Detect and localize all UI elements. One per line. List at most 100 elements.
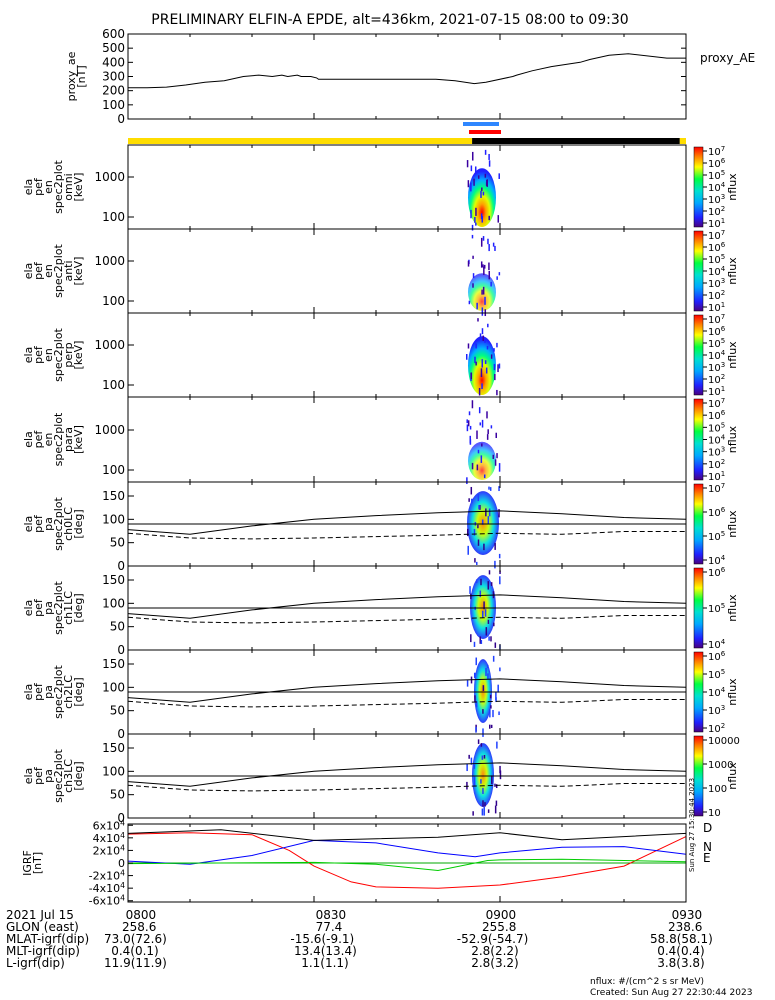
colorbar-tick-label: 107 xyxy=(708,145,725,158)
spectrogram-pixel xyxy=(482,286,485,295)
spectrogram-colorbar xyxy=(693,398,704,481)
spectrogram-y-label-line: en xyxy=(42,348,55,362)
spectrogram-y-label-line: spec2plot xyxy=(52,328,65,382)
spectrogram-pixel xyxy=(490,354,493,359)
footer-value: 58.8(58.1) xyxy=(650,932,713,946)
pitch-pixel xyxy=(494,805,497,814)
colorbar-tick-label: 107 xyxy=(708,229,725,242)
spectrogram-pixel xyxy=(497,364,499,373)
colorbar-label: nflux xyxy=(726,257,739,285)
igrf-y-tick-label: -6x104 xyxy=(89,894,125,908)
spectrogram-y-label-line: [keV] xyxy=(72,173,85,202)
spectrogram-pixel xyxy=(483,474,486,479)
spectrogram-pixel xyxy=(496,453,498,459)
spectrogram-y-tick-label: 100 xyxy=(102,378,125,392)
footer-row-label: 2021 Jul 15 xyxy=(6,908,74,922)
pitch-pixel xyxy=(489,724,491,729)
spectrogram-pixel xyxy=(471,151,474,161)
colorbar-tick-label: 107 xyxy=(708,397,725,410)
pitch-pixel xyxy=(480,578,482,586)
day-bar xyxy=(679,138,686,144)
spectrogram-colorbar xyxy=(693,230,704,312)
spectrogram-y-tick-label: 1000 xyxy=(94,254,125,268)
pitch-pixel xyxy=(482,685,485,691)
spectrogram-pixel xyxy=(477,318,479,322)
colorbar-tick-label: 104 xyxy=(708,349,726,362)
spectrogram-pixel xyxy=(481,443,483,447)
ae-legend: proxy_AE xyxy=(700,51,755,65)
spectrogram-pixel xyxy=(470,182,472,192)
footer-value: -52.9(-54.7) xyxy=(456,932,529,946)
spectrogram-pixel xyxy=(469,425,472,430)
pitch-pixel xyxy=(473,528,476,536)
spectrogram-pixel xyxy=(488,270,491,280)
spectrogram-pixel xyxy=(487,323,489,328)
spectrogram-pixel xyxy=(480,368,483,378)
igrf-y-tick-label: 6x104 xyxy=(93,818,126,832)
spectrogram-pixel xyxy=(486,434,489,440)
spectrogram-pixel xyxy=(466,160,469,168)
pitch-y-label-line: pa xyxy=(42,685,55,699)
pitch-y-tick-label: 0 xyxy=(117,811,125,825)
units-note: nflux: #/(cm^2 s sr MeV) xyxy=(590,977,704,987)
footer-value: 0.4(0.4) xyxy=(657,944,705,958)
colorbar-tick-label: 105 xyxy=(708,668,725,681)
footer-row-label: MLT-igrf(dip) xyxy=(6,944,80,958)
loss-cone-line xyxy=(127,762,687,787)
pitch-pixel xyxy=(483,543,485,551)
spectrogram-pixel xyxy=(468,411,471,416)
footer-value: 0830 xyxy=(315,908,347,922)
pitch-pixel xyxy=(482,787,484,794)
spectrogram-pixel xyxy=(483,264,486,269)
colorbar-tick-label: 104 xyxy=(708,181,726,194)
spectrogram-pixel xyxy=(469,435,472,444)
pitch-y-tick-label: 50 xyxy=(110,620,125,634)
pitch-pixel xyxy=(479,590,482,598)
pitch-y-tick-label: 150 xyxy=(102,657,125,671)
footer-value: 0.4(0.1) xyxy=(111,944,159,958)
pitch-y-label-line: ch0LC xyxy=(62,507,75,541)
colorbar-tick-label: 101 xyxy=(708,385,725,398)
pitch-pixel xyxy=(467,545,469,555)
pitch-colorbar xyxy=(693,651,704,733)
pitch-pixel xyxy=(468,754,470,759)
spectrogram-pixel xyxy=(498,173,500,179)
spectrogram-y-label-line: en xyxy=(42,433,55,447)
pitch-pixel xyxy=(482,728,484,737)
igrf-y-tick-label: 0 xyxy=(118,857,125,870)
pitch-pixel xyxy=(492,655,495,662)
spectrogram-pixel xyxy=(476,430,478,439)
spectrogram-frame xyxy=(127,312,687,398)
spectrogram-pixel xyxy=(470,372,473,379)
spectrogram-colorbar xyxy=(693,314,704,396)
pitch-pixel xyxy=(488,508,491,517)
pitch-y-label-line: pa xyxy=(42,517,55,531)
igrf-series-N xyxy=(127,839,687,865)
spectrogram-pixel xyxy=(481,419,484,428)
colorbar-tick-label: 105 xyxy=(708,169,725,182)
spectrogram-pixel xyxy=(477,175,480,179)
colorbar-tick-label: 104 xyxy=(708,265,726,278)
pitch-pixel xyxy=(489,694,492,699)
pitch-y-tick-label: 100 xyxy=(102,764,125,778)
colorbar-tick-label: 105 xyxy=(708,530,725,543)
spectrogram-y-label-line: [keV] xyxy=(72,425,85,454)
spectrogram-y-label-line: pef xyxy=(32,177,45,196)
spectrogram-pixel xyxy=(486,411,488,419)
spectrogram-frame xyxy=(127,144,687,230)
pitch-y-label-line: [deg] xyxy=(72,593,85,622)
pitch-pixel xyxy=(499,576,501,585)
pitch-y-tick-label: 0 xyxy=(117,643,125,657)
colorbar-label: nflux xyxy=(726,678,739,706)
spectrogram-frame xyxy=(127,396,687,483)
ae-y-tick-label: 200 xyxy=(102,84,125,98)
ae-y-tick-label: 0 xyxy=(117,112,125,126)
pitch-y-label-line: pa xyxy=(42,601,55,615)
spectrogram-pixel xyxy=(480,455,483,463)
spectrogram-y-label-line: en xyxy=(42,264,55,278)
pitch-y-label-line: [deg] xyxy=(72,761,85,790)
spectrogram-y-tick-label: 1000 xyxy=(94,338,125,352)
colorbar-label: nflux xyxy=(726,762,739,790)
pitch-pixel xyxy=(470,593,472,600)
pitch-pixel xyxy=(499,765,501,774)
